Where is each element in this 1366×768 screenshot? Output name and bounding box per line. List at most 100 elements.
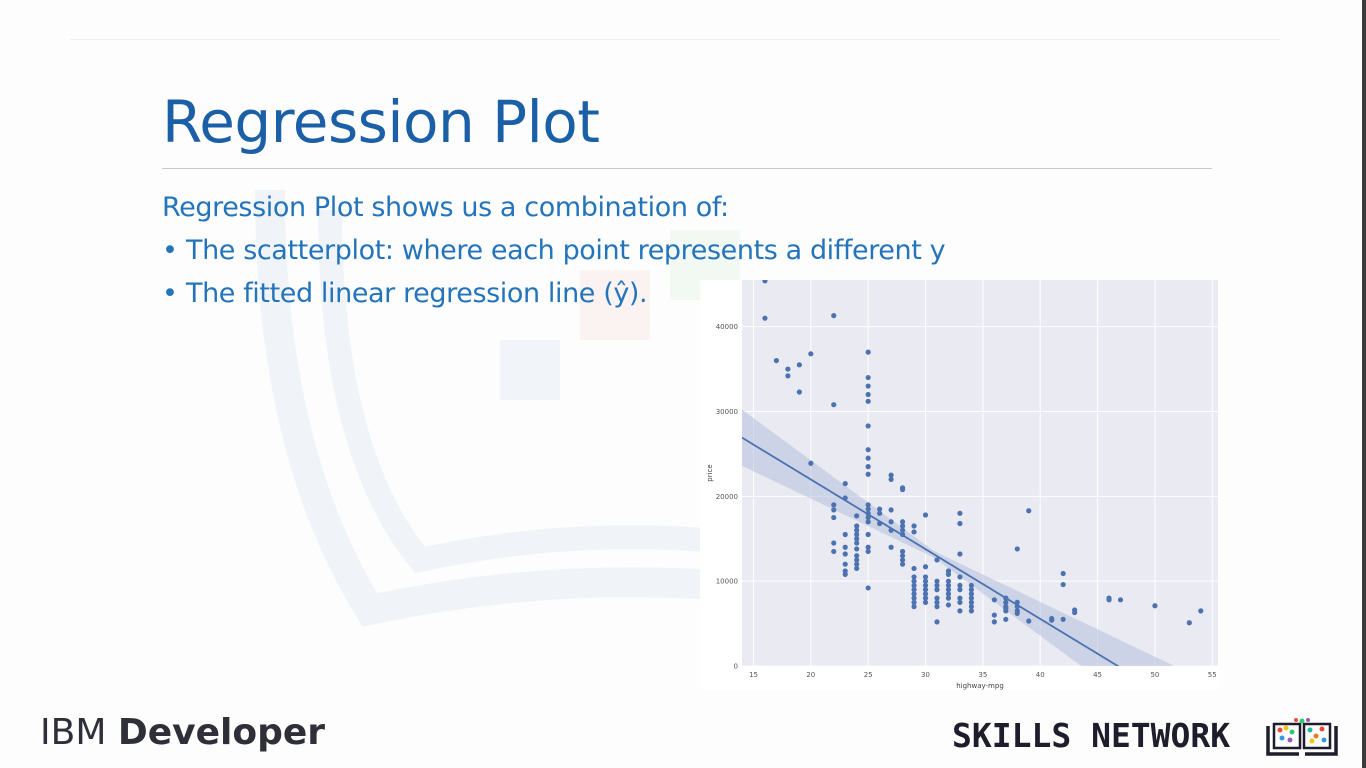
data-point	[854, 536, 860, 542]
data-point	[968, 591, 974, 597]
data-point	[991, 597, 997, 603]
title-divider	[162, 168, 1212, 169]
data-point	[865, 510, 871, 516]
x-axis-label: highway-mpg	[956, 682, 1004, 690]
data-point	[865, 502, 871, 508]
data-point	[899, 486, 906, 493]
data-point	[911, 578, 917, 584]
data-point	[762, 280, 768, 284]
data-point	[865, 506, 871, 512]
data-point	[865, 514, 871, 521]
data-point	[968, 587, 974, 593]
data-point	[831, 402, 837, 408]
data-point	[877, 506, 883, 512]
slide-body: Regression Plot shows us a combination o…	[162, 186, 946, 315]
data-point	[922, 599, 929, 605]
data-point	[865, 398, 871, 404]
data-point	[911, 565, 917, 572]
bullet-item: • The fitted linear regression line (ŷ).	[162, 272, 945, 315]
data-point	[1049, 617, 1055, 623]
data-point	[1072, 609, 1078, 616]
book-with-colored-dots-icon	[1266, 718, 1338, 756]
data-point	[922, 582, 929, 589]
data-point	[1060, 570, 1066, 577]
data-point	[934, 557, 940, 563]
skills-network-text: SKILLS NETWORK	[952, 716, 1231, 755]
data-point	[899, 523, 906, 529]
data-point	[796, 389, 802, 395]
data-point	[899, 527, 906, 533]
data-point	[854, 561, 860, 567]
data-point	[1003, 608, 1009, 614]
y-tick-label: 30000	[716, 408, 738, 416]
data-point	[865, 455, 871, 461]
data-point	[888, 544, 894, 550]
data-point	[957, 608, 963, 614]
data-point	[773, 357, 780, 364]
y-axis-label: price	[706, 464, 714, 481]
data-point	[865, 447, 871, 453]
top-divider	[70, 39, 1280, 40]
data-point	[1152, 603, 1158, 609]
data-point	[922, 591, 929, 597]
regression-line	[742, 436, 1120, 666]
data-point	[842, 551, 848, 557]
x-tick-label: 40	[1036, 671, 1045, 679]
data-point	[934, 604, 940, 610]
y-tick-label: 20000	[716, 493, 738, 501]
data-point	[831, 507, 837, 513]
data-point	[785, 366, 791, 372]
data-point	[899, 531, 906, 538]
data-point	[865, 585, 871, 591]
data-point	[922, 512, 929, 518]
x-tick-label: 50	[1150, 671, 1159, 679]
data-point	[888, 519, 894, 525]
data-point	[957, 574, 963, 580]
data-point	[922, 587, 929, 593]
data-point	[945, 595, 952, 601]
bullet-dot: •	[162, 235, 178, 266]
x-tick-label: 35	[978, 671, 987, 679]
data-point	[865, 471, 871, 477]
data-point	[842, 531, 848, 538]
data-point	[957, 582, 963, 589]
x-tick-label: 25	[864, 671, 873, 679]
data-point	[911, 595, 917, 601]
data-point	[877, 510, 883, 516]
data-point	[865, 531, 871, 538]
data-point	[968, 604, 974, 610]
data-point	[911, 587, 917, 593]
data-point	[945, 582, 952, 589]
data-point	[888, 476, 894, 482]
data-point	[762, 315, 768, 321]
data-point	[831, 502, 837, 508]
data-point	[957, 510, 963, 516]
data-point	[1117, 597, 1124, 603]
data-point	[922, 578, 929, 584]
data-point	[991, 612, 997, 618]
data-point	[1014, 599, 1020, 605]
x-tick-label: 45	[1093, 671, 1102, 679]
data-point	[854, 527, 860, 533]
data-point	[899, 561, 906, 567]
data-point	[831, 540, 837, 546]
data-point	[922, 564, 929, 570]
data-point	[796, 362, 802, 368]
data-point	[934, 587, 940, 593]
data-point	[968, 599, 974, 605]
data-point	[922, 574, 929, 580]
data-point	[945, 591, 952, 597]
y-tick-label: 10000	[716, 578, 738, 586]
data-point	[1060, 616, 1066, 622]
data-point	[854, 553, 860, 559]
data-point	[842, 561, 848, 567]
data-point	[957, 599, 963, 605]
data-point	[854, 565, 860, 572]
data-point	[831, 548, 837, 555]
data-point	[945, 571, 952, 577]
ibm-developer-logo: IBM Developer	[40, 712, 325, 753]
bullet-text: The scatterplot: where each point repres…	[186, 235, 946, 266]
data-point	[911, 523, 917, 529]
data-point	[1003, 599, 1009, 605]
data-point	[899, 548, 906, 555]
